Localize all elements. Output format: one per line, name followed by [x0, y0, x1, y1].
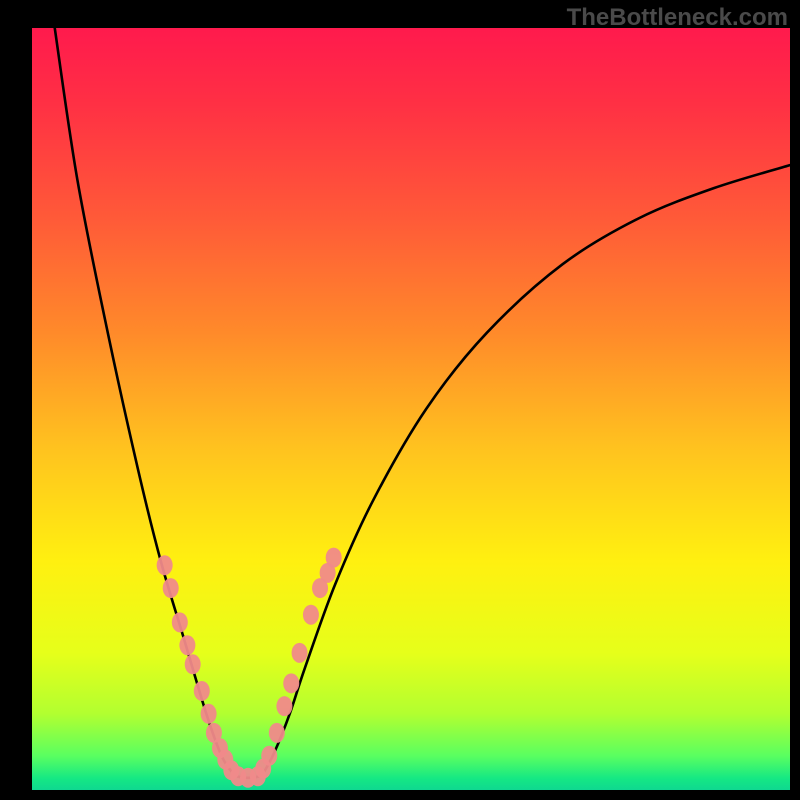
data-marker: [201, 704, 217, 724]
data-marker: [194, 681, 210, 701]
data-marker: [292, 643, 308, 663]
data-marker: [326, 548, 342, 568]
data-marker: [185, 654, 201, 674]
data-marker: [157, 555, 173, 575]
watermark-text: TheBottleneck.com: [567, 4, 788, 32]
data-marker: [283, 673, 299, 693]
data-marker: [163, 578, 179, 598]
data-marker: [179, 635, 195, 655]
chart-svg: [0, 0, 800, 800]
data-marker: [261, 746, 277, 766]
data-marker: [269, 723, 285, 743]
data-marker: [303, 605, 319, 625]
chart-root: TheBottleneck.com: [0, 0, 800, 800]
data-marker: [276, 696, 292, 716]
data-marker: [172, 612, 188, 632]
plot-background-gradient: [32, 28, 790, 790]
